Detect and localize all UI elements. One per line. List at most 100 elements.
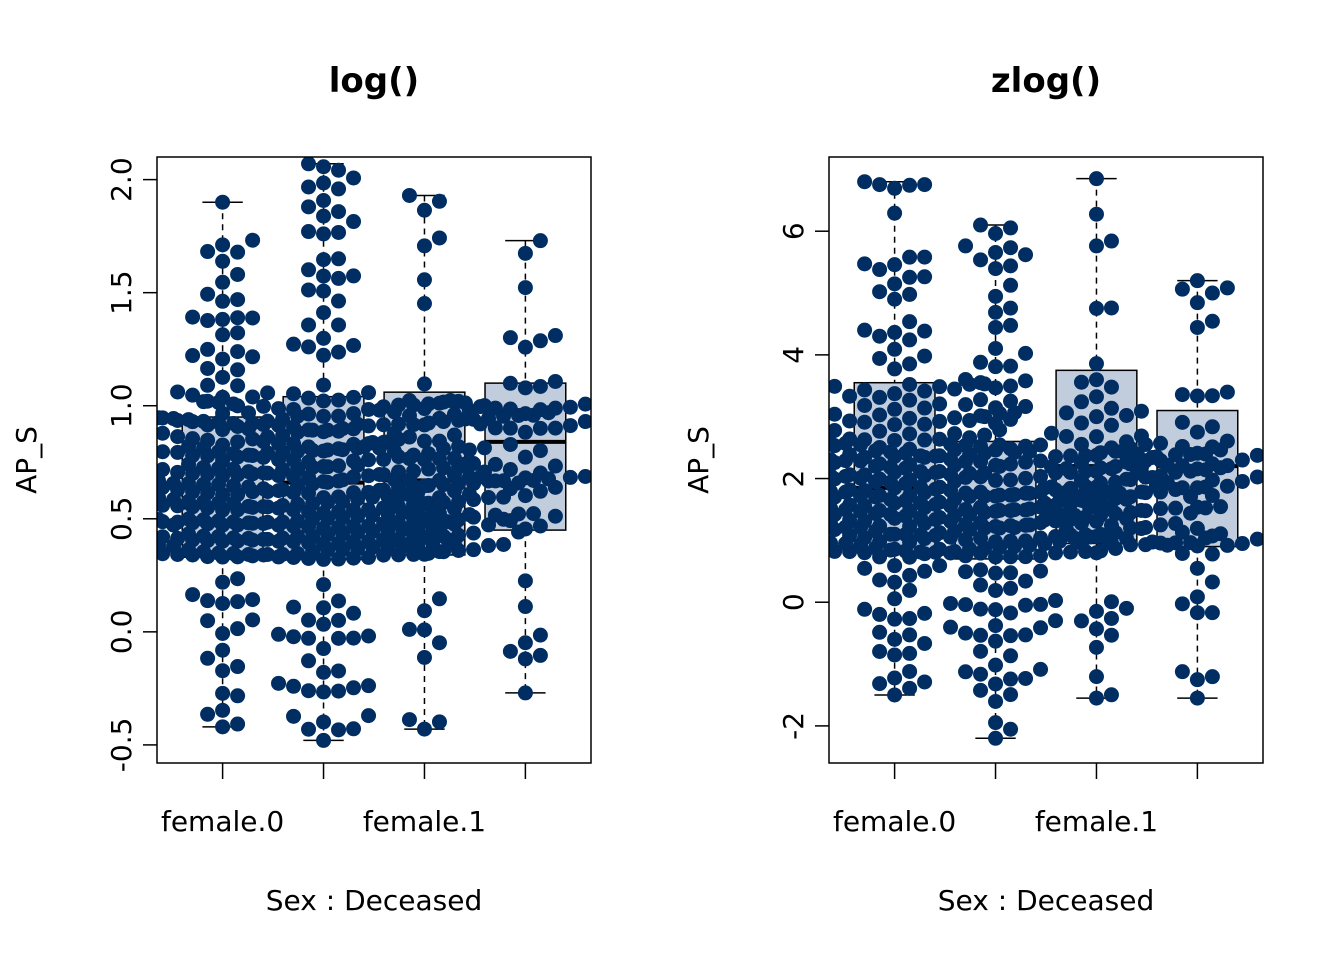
data-point <box>1048 593 1064 609</box>
data-point <box>767 502 782 517</box>
data-point <box>857 382 873 398</box>
data-point <box>215 702 231 718</box>
data-point <box>1033 499 1049 515</box>
data-point <box>932 558 948 574</box>
data-point <box>797 375 812 390</box>
data-point <box>872 407 888 423</box>
data-point <box>446 536 462 552</box>
data-point <box>763 458 778 473</box>
data-point <box>401 621 417 637</box>
data-point <box>331 162 347 178</box>
data-point <box>241 464 257 480</box>
data-point <box>1003 487 1019 503</box>
data-point <box>902 356 918 372</box>
data-point <box>301 535 317 551</box>
data-point <box>1249 469 1263 485</box>
data-point <box>386 493 402 509</box>
data-point <box>887 670 903 686</box>
data-point <box>80 509 95 524</box>
data-point <box>958 397 974 413</box>
data-point <box>883 474 899 490</box>
data-point <box>1204 388 1220 404</box>
points-female.1 <box>356 187 492 737</box>
data-point <box>331 293 347 309</box>
data-point <box>887 687 903 703</box>
data-point <box>472 469 488 485</box>
data-point <box>1189 520 1205 536</box>
data-point <box>1003 648 1019 664</box>
data-point <box>973 354 989 370</box>
data-point <box>316 252 332 268</box>
data-point <box>361 418 377 434</box>
data-point <box>1018 573 1034 589</box>
data-point <box>461 442 477 458</box>
data-point <box>1088 300 1104 316</box>
data-point <box>973 577 989 593</box>
x-tick-label: female.1 <box>1035 805 1158 838</box>
data-point <box>853 520 869 536</box>
data-point <box>1088 356 1104 372</box>
data-point <box>416 376 432 392</box>
data-point <box>797 540 812 555</box>
data-point <box>808 506 823 521</box>
data-point <box>316 226 332 242</box>
data-point <box>181 412 197 428</box>
data-point <box>1018 549 1034 565</box>
data-point <box>932 413 948 429</box>
data-point <box>1073 472 1089 488</box>
data-point <box>902 627 918 643</box>
data-point <box>887 401 903 417</box>
data-point <box>416 272 432 288</box>
data-point <box>431 714 447 730</box>
data-point <box>371 482 387 498</box>
data-point <box>943 513 959 529</box>
data-point <box>446 516 462 532</box>
data-point <box>346 680 362 696</box>
data-point <box>157 462 171 478</box>
data-point <box>226 514 242 530</box>
data-point <box>376 532 392 548</box>
y-tick-label: -0.5 <box>105 718 138 773</box>
data-point <box>487 420 503 436</box>
data-point <box>1003 441 1019 457</box>
data-point <box>1003 671 1019 687</box>
data-point <box>692 530 707 545</box>
x-tick-label: female.0 <box>161 805 284 838</box>
data-point <box>1088 690 1104 706</box>
data-point <box>902 376 918 392</box>
data-point <box>215 663 231 679</box>
data-point <box>898 445 914 461</box>
data-point <box>838 468 854 484</box>
data-point <box>812 489 827 504</box>
data-point <box>65 524 80 539</box>
data-point <box>241 405 257 421</box>
data-point <box>1103 379 1119 395</box>
data-point <box>988 359 1004 375</box>
data-point <box>1189 480 1205 496</box>
data-point <box>797 406 812 421</box>
data-point <box>763 459 778 474</box>
data-point <box>391 547 407 563</box>
data-point <box>230 434 246 450</box>
data-point <box>1118 511 1134 527</box>
data-point <box>1219 433 1235 449</box>
data-point <box>887 341 903 357</box>
data-point <box>166 517 182 533</box>
data-point <box>301 653 317 669</box>
data-point <box>301 179 317 195</box>
data-point <box>763 458 778 473</box>
data-point <box>1168 500 1184 516</box>
data-point <box>256 547 272 563</box>
data-point <box>301 721 317 737</box>
data-point <box>1018 627 1034 643</box>
data-point <box>1174 596 1190 612</box>
data-point <box>988 472 1004 488</box>
data-point <box>316 732 332 748</box>
plot-frame <box>156 156 592 764</box>
data-point <box>125 476 140 491</box>
data-point <box>502 643 518 659</box>
data-point <box>301 422 317 438</box>
data-point <box>1073 415 1089 431</box>
data-point <box>271 401 287 417</box>
data-point <box>829 435 839 451</box>
